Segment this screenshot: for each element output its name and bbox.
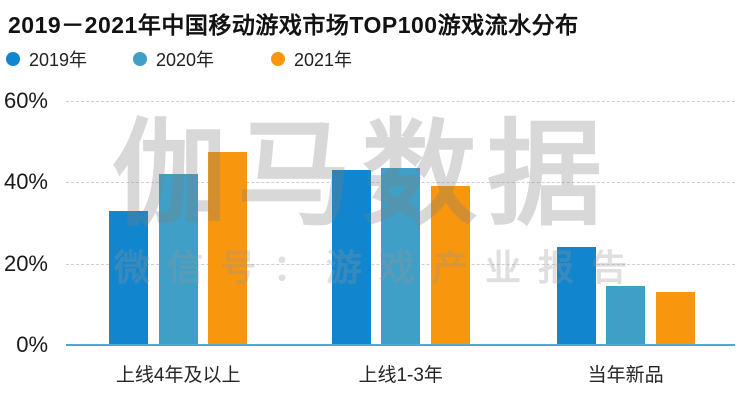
legend-color-dot: [271, 52, 285, 66]
gridline-60: [66, 101, 735, 103]
y-tick-label-40: 40%: [3, 169, 48, 195]
legend-label: 2021年: [294, 50, 353, 70]
bar-2020-cat-0: [158, 174, 198, 345]
bar-2019-cat-0: [109, 210, 148, 345]
y-tick-label-60: 60%: [3, 88, 48, 114]
legend-item-2019: 2019年: [6, 47, 87, 71]
chart-title: 2019－2021年中国移动游戏市场TOP100游戏流水分布: [8, 12, 579, 38]
legend-label: 2019年: [29, 50, 88, 70]
x-axis-line: [66, 344, 735, 346]
x-axis-label-0: 上线4年及以上: [115, 365, 241, 386]
bar-2021-cat-0: [208, 151, 248, 345]
bar-2020-cat-2: [606, 286, 646, 345]
bar-2021-cat-1: [430, 186, 470, 345]
legend-item-2021: 2021年: [271, 47, 352, 71]
x-axis-label-1: 上线1-3年: [358, 365, 443, 386]
legend-color-dot: [6, 52, 20, 66]
legend-item-2020: 2020年: [133, 47, 214, 71]
x-axis-label-2: 当年新品: [587, 365, 664, 386]
y-tick-label-0: 0%: [16, 332, 48, 357]
legend-color-dot: [133, 52, 147, 66]
y-tick-label-20: 20%: [3, 250, 48, 276]
bar-2021-cat-2: [655, 292, 695, 345]
legend-label: 2020年: [156, 50, 215, 70]
bar-2019-cat-2: [556, 247, 596, 345]
bar-2020-cat-1: [381, 168, 421, 345]
bar-2019-cat-1: [331, 170, 371, 345]
legend: 2019年 2020年 2021年: [0, 47, 750, 71]
